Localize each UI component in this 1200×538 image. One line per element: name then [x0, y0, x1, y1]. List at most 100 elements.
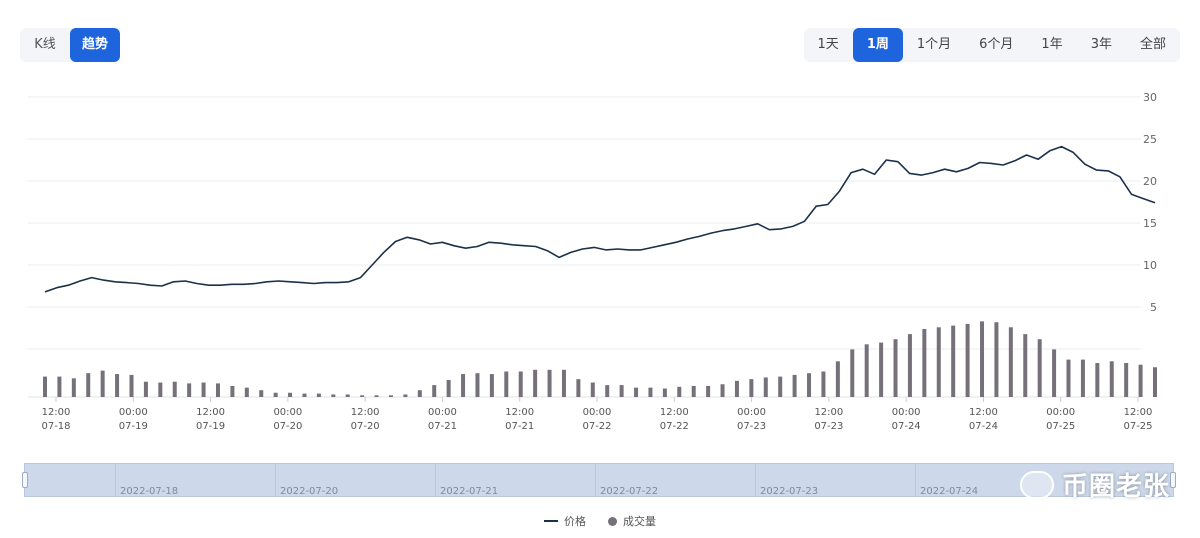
volume-bar [259, 390, 264, 397]
volume-bar [821, 371, 826, 397]
volume-bar [1052, 349, 1057, 397]
volume-dot-swatch-icon [608, 516, 617, 526]
x-tick-time: 12:00 [196, 407, 225, 418]
navigator-date-label: 2022-07-22 [600, 486, 659, 497]
volume-bar [922, 329, 927, 397]
volume-bar [1138, 364, 1143, 397]
navigator-date-label: 2022-07-21 [440, 486, 499, 497]
view-toggle: K线 趋势 [20, 28, 120, 62]
x-tick-date: 07-19 [196, 421, 225, 432]
x-tick-time: 12:00 [42, 407, 71, 418]
x-tick-time: 12:00 [1124, 407, 1153, 418]
volume-bar [215, 383, 220, 397]
volume-bar [1080, 359, 1085, 397]
volume-bar [835, 361, 840, 397]
volume-bar [547, 369, 552, 397]
volume-bar [619, 385, 624, 397]
volume-bar [489, 374, 494, 397]
volume-bar [273, 392, 278, 397]
volume-bar [576, 379, 581, 397]
volume-bar [850, 349, 855, 397]
y-tick-label: 20 [1143, 175, 1157, 188]
volume-bar [605, 385, 610, 397]
y-tick-label: 30 [1143, 91, 1157, 104]
volume-bar [143, 381, 148, 397]
x-tick-date: 07-22 [660, 421, 689, 432]
x-tick-time: 12:00 [814, 407, 843, 418]
volume-bar [129, 374, 134, 397]
range-button-6[interactable]: 全部 [1139, 37, 1166, 52]
x-tick-time: 00:00 [737, 407, 766, 418]
navigator-divider [755, 464, 756, 496]
navigator-left-handle[interactable] [22, 472, 28, 488]
price-line-swatch-icon [544, 520, 558, 522]
range-button-5[interactable]: 3年 [1090, 37, 1112, 52]
volume-bar [936, 327, 941, 397]
range-button-3[interactable]: 6个月 [979, 37, 1014, 52]
kline-view-button[interactable]: K线 [34, 37, 56, 52]
volume-bar [518, 371, 523, 397]
x-tick-date: 07-21 [428, 421, 457, 432]
volume-bar [763, 377, 768, 397]
volume-bar [475, 373, 480, 397]
volume-bar [634, 387, 639, 397]
navigator-right-handle[interactable] [1170, 472, 1176, 488]
volume-bar [951, 325, 956, 397]
volume-bar [864, 344, 869, 397]
volume-bar [374, 395, 379, 397]
time-navigator[interactable]: 2022-07-18 2022-07-20 2022-07-21 2022-07-22… [22, 463, 1176, 497]
volume-bar [879, 342, 884, 397]
legend-volume[interactable]: 成交量 [608, 513, 656, 529]
volume-bar [446, 380, 451, 397]
volume-bar [417, 390, 422, 397]
x-tick-time: 00:00 [892, 407, 921, 418]
x-tick-date: 07-20 [351, 421, 380, 432]
volume-bar [1153, 367, 1157, 397]
y-tick-label: 10 [1143, 259, 1157, 272]
navigator-divider [275, 464, 276, 496]
trend-view-button[interactable]: 趋势 [70, 28, 120, 62]
volume-bar [691, 385, 696, 397]
x-tick-date: 07-24 [969, 421, 998, 432]
volume-bar [302, 393, 307, 397]
legend: 价格 成交量 [0, 513, 1200, 529]
volume-bar [734, 380, 739, 397]
volume-bar [331, 394, 336, 397]
volume-bar [388, 395, 393, 397]
range-button-4[interactable]: 1年 [1041, 37, 1063, 52]
navigator-date-label: 2022-07-18 [120, 486, 179, 497]
x-tick-time: 12:00 [660, 407, 689, 418]
volume-bar [893, 339, 898, 397]
navigator-date-label: 2022-07-24 [920, 486, 979, 497]
volume-bar [648, 387, 653, 397]
y-tick-label: 25 [1143, 133, 1157, 146]
volume-bar [677, 386, 682, 397]
volume-bar [504, 371, 509, 397]
navigator-date-label: 2022-07-23 [760, 486, 819, 497]
volume-bar [172, 381, 177, 397]
volume-bar [360, 395, 365, 397]
y-tick-label: 5 [1150, 301, 1157, 314]
volume-bar [288, 392, 293, 397]
volume-bar [980, 321, 985, 397]
x-tick-date: 07-18 [41, 421, 70, 432]
x-tick-date: 07-23 [814, 421, 843, 432]
volume-bar [1037, 339, 1042, 397]
range-button-2[interactable]: 1个月 [916, 37, 952, 52]
volume-bar [345, 394, 350, 397]
watermark-text: 币圈老张 [1061, 472, 1170, 502]
volume-bar [720, 384, 725, 397]
volume-bar [1124, 363, 1129, 397]
range-button-0[interactable]: 1天 [817, 37, 839, 52]
x-tick-time: 00:00 [119, 407, 148, 418]
navigator-divider [435, 464, 436, 496]
legend-price[interactable]: 价格 [544, 513, 586, 529]
volume-bar [807, 373, 812, 397]
volume-bar [432, 385, 437, 397]
navigator-divider [115, 464, 116, 496]
range-button-1[interactable]: 1周 [852, 28, 903, 62]
volume-bar [994, 322, 999, 397]
volume-bar [965, 323, 970, 397]
navigator-divider [595, 464, 596, 496]
volume-bar [533, 369, 538, 397]
